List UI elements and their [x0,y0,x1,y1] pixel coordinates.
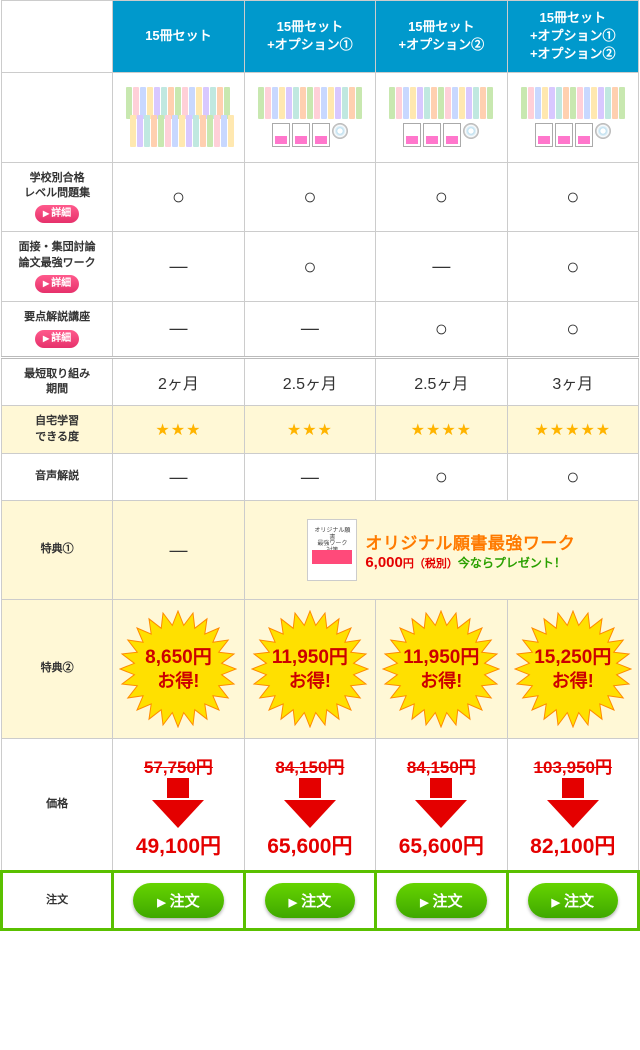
product-image-4 [507,72,638,162]
cell: 2.5ヶ月 [376,357,507,406]
bonus-present-cell: オリジナル願書最強ワーク対策 オリジナル願書最強ワーク 6,000円（税別）今な… [244,501,638,600]
cell: 2.5ヶ月 [244,357,375,406]
stars-cell: ★★★★ [376,406,507,454]
price-cell: 103,950円 82,100円 [507,739,638,872]
col-header-2: 15冊セット+オプション① [244,1,375,73]
cell: ○ [376,454,507,501]
header-row: 15冊セット 15冊セット+オプション① 15冊セット+オプション② 15冊セッ… [2,1,639,73]
row-label: 要点解説講座 [24,311,90,323]
order-button[interactable]: 注文 [265,883,355,918]
cell: 2ヶ月 [113,357,244,406]
product-image-3 [376,72,507,162]
row-lecture: 要点解説講座 詳細 — — ○ ○ [2,302,639,357]
cell: 3ヶ月 [507,357,638,406]
row-label: 最短取り組み期間 [2,357,113,406]
cell: ○ [507,232,638,302]
row-interview-work: 面接・集団討論論文最強ワーク 詳細 — ○ — ○ [2,232,639,302]
cell: — [113,232,244,302]
cell: — [244,302,375,357]
cell: ○ [244,162,375,232]
burst-cell: 11,950円お得! [244,600,375,739]
cell: ○ [376,162,507,232]
stars-cell: ★★★ [113,406,244,454]
row-period: 最短取り組み期間 2ヶ月 2.5ヶ月 2.5ヶ月 3ヶ月 [2,357,639,406]
price-cell: 84,150円 65,600円 [244,739,375,872]
cell: — [376,232,507,302]
price-cell: 84,150円 65,600円 [376,739,507,872]
row-label: 価格 [2,739,113,872]
bonus-title: オリジナル願書最強ワーク [365,529,575,554]
order-button[interactable]: 注文 [528,883,618,918]
row-label: 面接・集団討論論文最強ワーク [19,241,96,268]
row-bonus-1: 特典① — オリジナル願書最強ワーク対策 オリジナル願書最強ワーク 6,000円… [2,501,639,600]
burst-cell: 11,950円お得! [376,600,507,739]
price-cell: 57,750円 49,100円 [113,739,244,872]
order-cell: 注文 [113,872,244,930]
row-bonus-2: 特典② 8,650円お得! 11,950円お得! 11,950円お得! 15,2… [2,600,639,739]
row-label: 特典① [2,501,113,600]
order-button[interactable]: 注文 [133,883,223,918]
col-header-4: 15冊セット+オプション①+オプション② [507,1,638,73]
row-label: 特典② [2,600,113,739]
order-button[interactable]: 注文 [396,883,486,918]
cell: — [113,302,244,357]
stars-cell: ★★★★★ [507,406,638,454]
order-cell: 注文 [244,872,375,930]
product-image-2 [244,72,375,162]
product-image-row [2,72,639,162]
cell: ○ [507,454,638,501]
detail-button[interactable]: 詳細 [35,205,79,223]
cell: ○ [244,232,375,302]
detail-button[interactable]: 詳細 [35,330,79,348]
cell: ○ [507,302,638,357]
cell: ○ [113,162,244,232]
row-problem-set: 学校別合格レベル問題集 詳細 ○ ○ ○ ○ [2,162,639,232]
stars-cell: ★★★ [244,406,375,454]
col-header-3: 15冊セット+オプション② [376,1,507,73]
detail-button[interactable]: 詳細 [35,275,79,293]
row-label: 注文 [2,872,113,930]
cell: — [113,501,244,600]
order-cell: 注文 [507,872,638,930]
cell: — [113,454,244,501]
bonus-subtitle: 6,000円（税別）今ならプレゼント！ [365,554,575,571]
burst-cell: 15,250円お得! [507,600,638,739]
burst-cell: 8,650円お得! [113,600,244,739]
row-order: 注文 注文 注文 注文 注文 [2,872,639,930]
bonus-book-icon: オリジナル願書最強ワーク対策 [307,519,357,581]
header-empty [2,1,113,73]
row-label: 音声解説 [2,454,113,501]
row-home-study: 自宅学習できる度 ★★★ ★★★ ★★★★ ★★★★★ [2,406,639,454]
cell: ○ [507,162,638,232]
order-cell: 注文 [376,872,507,930]
row-price: 価格 57,750円 49,100円 84,150円 65,600円 84,15… [2,739,639,872]
product-image-1 [113,72,244,162]
row-label: 学校別合格レベル問題集 [24,172,90,199]
row-audio: 音声解説 — — ○ ○ [2,454,639,501]
cell: — [244,454,375,501]
cell: ○ [376,302,507,357]
col-header-1: 15冊セット [113,1,244,73]
row-label: 自宅学習できる度 [2,406,113,454]
comparison-table: 15冊セット 15冊セット+オプション① 15冊セット+オプション② 15冊セッ… [0,0,640,931]
